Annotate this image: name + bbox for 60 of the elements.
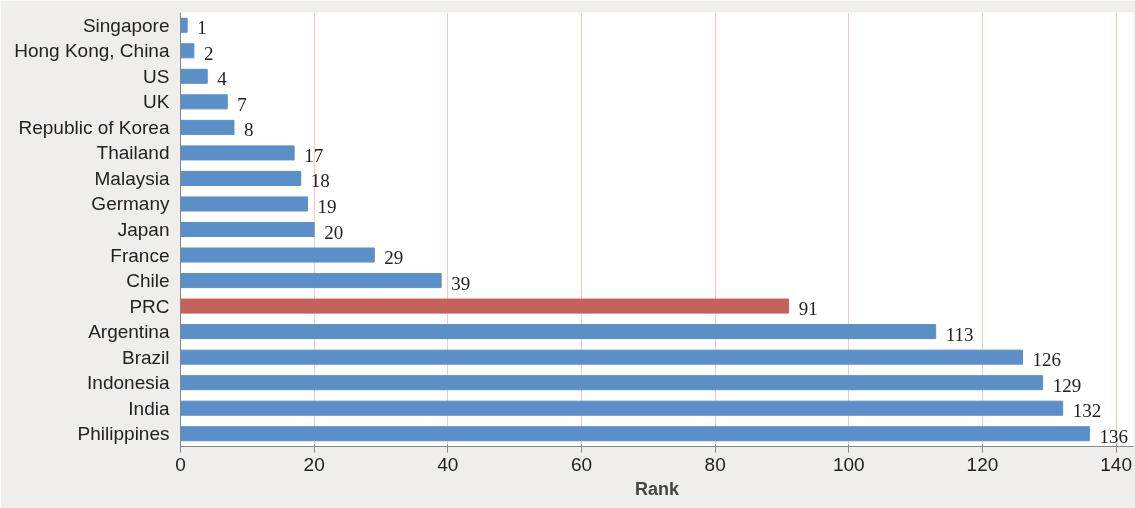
data-label: 91 xyxy=(798,298,818,320)
data-label: 17 xyxy=(304,144,324,166)
y-tick-label: Philippines xyxy=(77,423,170,445)
data-label: 8 xyxy=(243,119,254,141)
data-label: 20 xyxy=(324,221,344,243)
data-label: 18 xyxy=(310,170,330,192)
data-label: 1 xyxy=(197,17,207,39)
y-tick-label: Germany xyxy=(91,193,170,215)
x-tick-label: 40 xyxy=(437,453,459,475)
data-label: 132 xyxy=(1072,400,1102,422)
y-tick-label: Argentina xyxy=(88,321,170,343)
x-axis-title: Rank xyxy=(634,478,680,499)
x-tick-label: 100 xyxy=(832,453,865,475)
bar xyxy=(180,400,1064,416)
bar xyxy=(180,170,302,186)
bar xyxy=(180,426,1090,442)
bar xyxy=(180,94,228,110)
bar xyxy=(180,247,375,263)
y-tick-label: Chile xyxy=(126,270,170,292)
data-label: 39 xyxy=(451,272,471,294)
data-label: 4 xyxy=(217,68,228,90)
data-label: 129 xyxy=(1052,374,1082,396)
y-tick-label: Japan xyxy=(117,219,170,240)
bar xyxy=(180,68,208,84)
bar xyxy=(180,324,937,340)
bar xyxy=(180,145,295,161)
bar xyxy=(180,375,1044,391)
y-tick-label: France xyxy=(110,244,170,266)
bar xyxy=(180,17,188,33)
y-tick-label: PRC xyxy=(129,295,170,317)
bar xyxy=(180,298,790,314)
bar xyxy=(180,349,1024,365)
bar xyxy=(180,43,195,59)
y-tick-label: Indonesia xyxy=(87,372,170,394)
y-tick-label: Malaysia xyxy=(94,167,170,189)
x-tick-label: 60 xyxy=(570,453,593,475)
x-tick-label: 20 xyxy=(303,453,325,475)
data-label: 2 xyxy=(203,42,214,64)
data-label: 19 xyxy=(317,195,337,217)
data-label: 29 xyxy=(384,247,404,269)
y-tick-label: Republic of Korea xyxy=(18,116,170,138)
y-tick-label: India xyxy=(128,397,170,419)
bar xyxy=(180,221,315,238)
x-tick-label: 80 xyxy=(704,453,726,475)
data-label: 113 xyxy=(945,323,974,345)
data-label: 136 xyxy=(1099,425,1128,447)
x-tick-label: 140 xyxy=(1100,453,1132,475)
y-tick-label: Hong Kong, China xyxy=(14,40,170,62)
y-tick-label: US xyxy=(143,65,170,87)
y-tick-label: Brazil xyxy=(121,346,170,368)
bar xyxy=(180,273,442,289)
x-tick-label: 120 xyxy=(966,453,999,475)
data-label: 126 xyxy=(1032,349,1062,371)
data-label: 7 xyxy=(237,93,247,115)
y-tick-label: Thailand xyxy=(96,142,170,164)
y-tick-label: Singapore xyxy=(82,14,170,36)
x-tick-label: 0 xyxy=(175,453,186,475)
y-tick-label: UK xyxy=(143,91,170,113)
bar xyxy=(180,119,235,135)
bar xyxy=(180,196,308,212)
